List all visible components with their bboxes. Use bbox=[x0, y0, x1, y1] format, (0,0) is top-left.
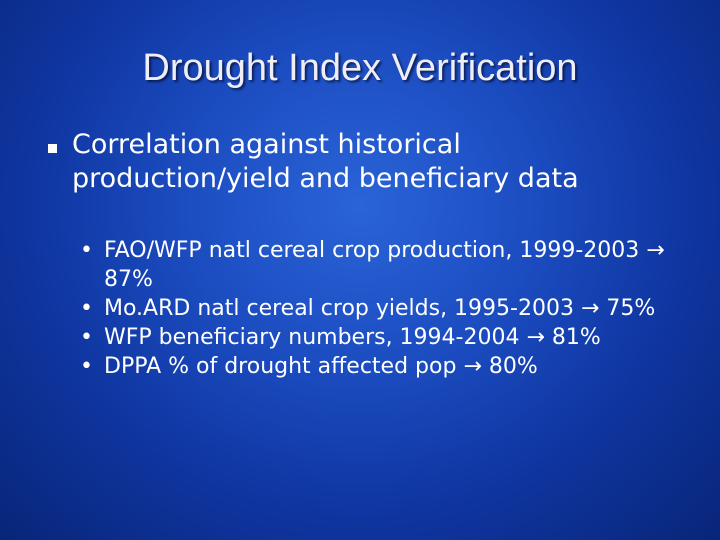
arrow-right-icon: → bbox=[463, 354, 482, 379]
sub-bullet-text: FAO/WFP natl cereal crop production, 199… bbox=[104, 238, 640, 263]
sub-bullet-text: WFP beneficiary numbers, 1994-2004 bbox=[104, 325, 520, 350]
arrow-right-icon: → bbox=[580, 296, 600, 321]
sub-bullet-text: DPPA % of drought affected pop bbox=[104, 354, 457, 379]
bullet-dot-icon: • bbox=[80, 296, 93, 321]
main-bullet-text: Correlation against historical productio… bbox=[72, 129, 579, 194]
bullet-dot-icon: • bbox=[80, 238, 93, 263]
sub-bullet-list: • FAO/WFP natl cereal crop production, 1… bbox=[80, 236, 700, 381]
sub-bullet: • DPPA % of drought affected pop → 80% bbox=[80, 352, 700, 381]
sub-bullet: • Mo.ARD natl cereal crop yields, 1995-2… bbox=[80, 294, 700, 323]
sub-bullet-result: 81% bbox=[551, 325, 601, 350]
sub-bullet-result: 80% bbox=[488, 354, 538, 379]
sub-bullet: • FAO/WFP natl cereal crop production, 1… bbox=[80, 236, 700, 294]
arrow-right-icon: → bbox=[526, 325, 545, 350]
bullet-dot-icon: • bbox=[80, 354, 93, 379]
sub-bullet: • WFP beneficiary numbers, 1994-2004 → 8… bbox=[80, 323, 700, 352]
sub-bullet-result: 87% bbox=[104, 267, 153, 292]
sub-bullet-result: 75% bbox=[606, 296, 656, 321]
sub-bullet-text: Mo.ARD natl cereal crop yields, 1995-200… bbox=[104, 296, 574, 321]
square-bullet-icon bbox=[48, 144, 57, 153]
bullet-dot-icon: • bbox=[80, 325, 93, 350]
slide-title: Drought Index Verification bbox=[142, 47, 578, 89]
arrow-right-icon: → bbox=[646, 238, 665, 263]
